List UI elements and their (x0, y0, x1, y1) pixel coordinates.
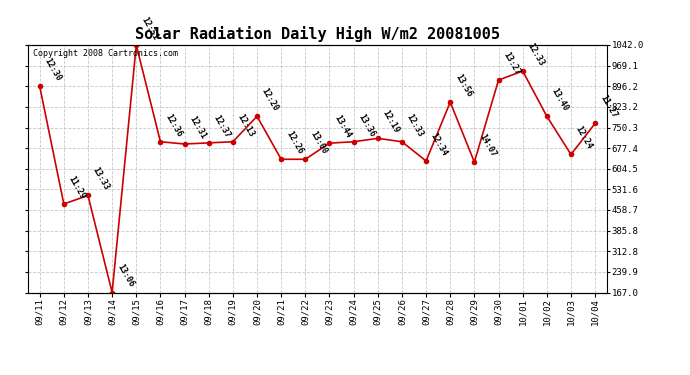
Text: 12:26: 12:26 (284, 130, 304, 156)
Text: 14:07: 14:07 (477, 132, 497, 159)
Text: 13:00: 13:00 (308, 130, 328, 156)
Text: 13:56: 13:56 (453, 73, 473, 99)
Text: 12:33: 12:33 (526, 42, 546, 68)
Text: 12:20: 12:20 (260, 87, 280, 113)
Text: 13:27: 13:27 (502, 51, 522, 76)
Text: 12:13: 12:13 (236, 112, 256, 138)
Text: 12:36: 12:36 (164, 112, 184, 138)
Text: 12:51: 12:51 (139, 15, 159, 42)
Text: 13:40: 13:40 (550, 87, 570, 113)
Text: 13:33: 13:33 (91, 166, 111, 192)
Text: 12:24: 12:24 (574, 125, 594, 151)
Text: Copyright 2008 Cartronics.com: Copyright 2008 Cartronics.com (33, 49, 179, 58)
Text: 13:06: 13:06 (115, 263, 135, 289)
Text: 13:44: 13:44 (333, 114, 353, 140)
Text: 12:19: 12:19 (381, 109, 401, 135)
Title: Solar Radiation Daily High W/m2 20081005: Solar Radiation Daily High W/m2 20081005 (135, 27, 500, 42)
Text: 11:29: 11:29 (67, 174, 87, 201)
Text: 12:34: 12:34 (429, 131, 449, 158)
Text: 12:37: 12:37 (212, 113, 232, 140)
Text: 12:31: 12:31 (188, 114, 208, 141)
Text: 13:36: 13:36 (357, 112, 377, 138)
Text: 12:33: 12:33 (405, 112, 425, 138)
Text: 11:27: 11:27 (598, 94, 618, 120)
Text: 12:30: 12:30 (43, 57, 63, 83)
